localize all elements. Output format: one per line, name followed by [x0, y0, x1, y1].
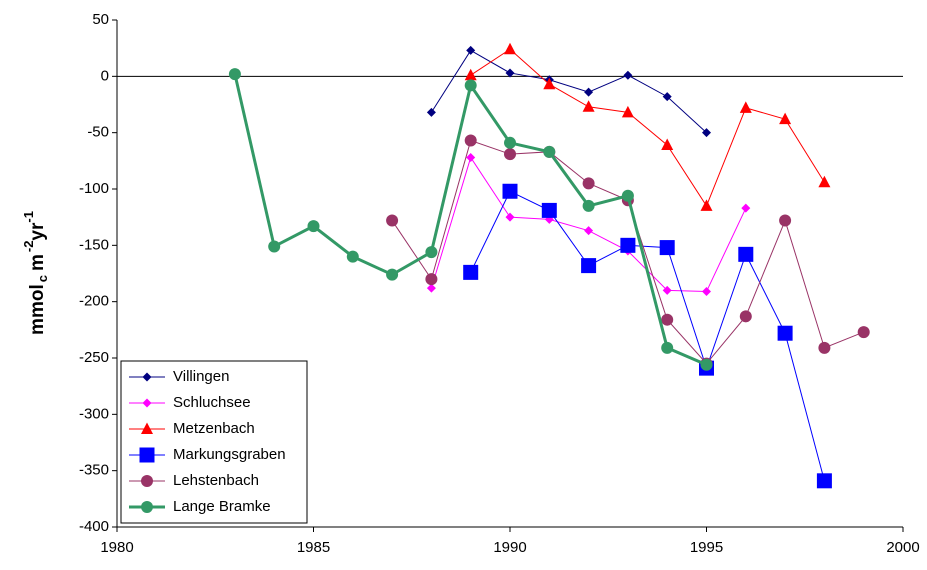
point — [464, 79, 477, 92]
point — [702, 128, 711, 138]
point — [425, 273, 438, 286]
point — [620, 237, 636, 253]
legend-marker — [141, 475, 153, 487]
legend-marker — [139, 447, 155, 463]
point — [857, 326, 870, 339]
legend-label: Lange Bramke — [173, 498, 271, 515]
point — [779, 112, 792, 125]
series-line — [430, 49, 707, 134]
y-tick-label: -50 — [87, 124, 109, 141]
point — [741, 203, 751, 213]
y-label-part: c — [35, 275, 50, 282]
point — [661, 341, 674, 354]
point — [621, 189, 634, 202]
point — [700, 358, 713, 371]
legend-box — [120, 360, 308, 524]
point — [582, 199, 595, 212]
x-tick-label: 1980 — [100, 539, 133, 556]
y-label-part: yr — [27, 222, 48, 241]
x-tick-label: 1995 — [690, 539, 723, 556]
point — [504, 148, 516, 161]
legend-label: Markungsgraben — [173, 446, 286, 463]
legend: Villingen Schluchsee Metzenbach Markungsgra… — [120, 360, 308, 524]
point — [582, 177, 595, 190]
y-label-part: mmol — [27, 284, 48, 335]
y-tick-label: -150 — [79, 236, 109, 253]
point — [464, 68, 477, 81]
point — [818, 341, 831, 354]
legend-label: Schluchsee — [173, 394, 251, 411]
point — [228, 68, 241, 81]
legend-marker — [141, 501, 153, 513]
point — [502, 183, 518, 199]
point — [426, 107, 436, 117]
point — [543, 77, 556, 90]
point — [584, 87, 594, 97]
x-tick-label: 1990 — [493, 539, 526, 556]
legend-marker — [141, 422, 153, 434]
point — [816, 473, 832, 489]
point — [386, 214, 399, 227]
point — [584, 226, 594, 236]
point — [346, 250, 359, 263]
point — [466, 45, 476, 55]
point — [543, 145, 556, 158]
y-tick-label: -400 — [79, 518, 109, 535]
series-line — [470, 48, 825, 207]
point — [425, 246, 438, 259]
point — [700, 199, 713, 211]
point — [504, 42, 516, 55]
series-line — [470, 190, 825, 481]
point — [738, 246, 754, 262]
point — [541, 202, 557, 218]
point — [463, 264, 479, 280]
point — [582, 100, 595, 112]
point — [581, 258, 597, 274]
point — [739, 310, 752, 323]
y-tick-label: -100 — [79, 180, 109, 197]
x-tick-label: 2000 — [886, 539, 919, 556]
legend-marker — [142, 398, 152, 408]
point — [661, 138, 674, 151]
point — [307, 220, 320, 233]
y-tick-label: -300 — [79, 405, 109, 422]
point — [505, 212, 515, 222]
point — [268, 240, 281, 253]
point — [386, 268, 399, 281]
y-label-part: m — [27, 254, 48, 271]
point — [505, 68, 515, 78]
point — [426, 283, 436, 293]
point — [777, 325, 793, 341]
y-label-part: -2 — [21, 241, 36, 253]
x-tick-label: 1985 — [297, 539, 330, 556]
point — [504, 136, 516, 149]
point — [661, 313, 674, 326]
legend-label: Metzenbach — [173, 420, 255, 437]
point — [621, 105, 634, 118]
point — [702, 287, 711, 297]
series-line — [233, 73, 708, 367]
y-tick-label: -350 — [79, 462, 109, 479]
y-tick-label: -250 — [79, 349, 109, 366]
point — [464, 134, 477, 147]
y-tick-label: 50 — [92, 11, 109, 28]
y-label-part: -1 — [21, 211, 36, 223]
y-tick-label: 0 — [101, 67, 109, 84]
point — [739, 101, 752, 113]
point — [662, 285, 672, 295]
legend-label: Villingen — [173, 368, 229, 385]
legend-marker — [142, 372, 152, 382]
point — [466, 152, 476, 162]
point — [662, 92, 672, 102]
y-tick-label: -200 — [79, 293, 109, 310]
point — [779, 214, 792, 227]
point — [818, 175, 831, 188]
legend-label: Lehstenbach — [173, 472, 259, 489]
point — [659, 240, 675, 256]
point — [623, 70, 633, 80]
y-axis-label: mmol cm-2yr-1 — [21, 211, 50, 335]
